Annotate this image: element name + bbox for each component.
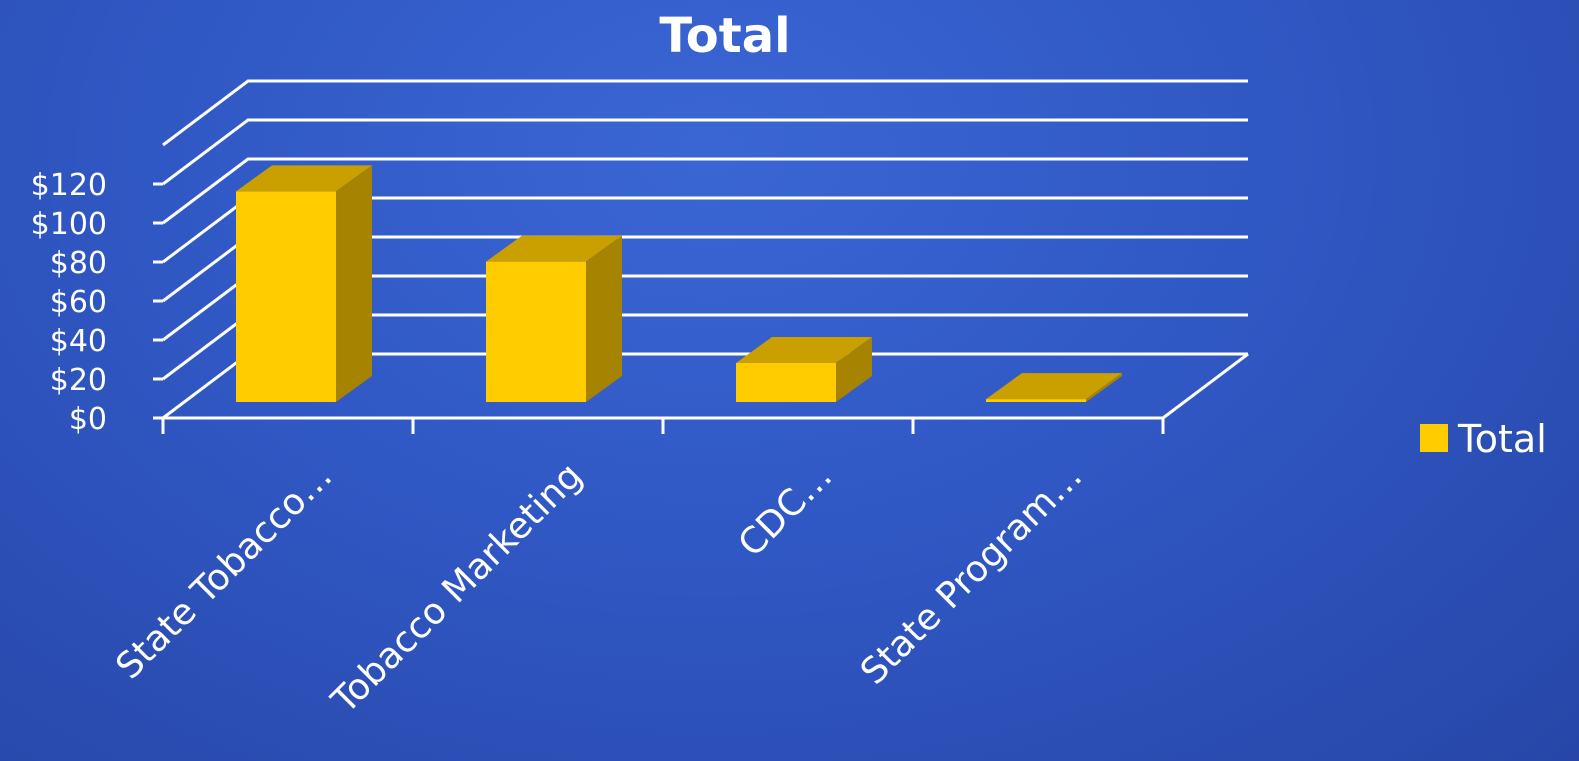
x-category-label: State Program…: [853, 455, 1090, 692]
floor-right-edge: [1162, 352, 1249, 420]
gridline: [162, 157, 1248, 225]
y-tick-label: $0: [69, 402, 107, 437]
bar-side-face: [336, 165, 372, 402]
x-category-label: State Tobacco…: [108, 455, 340, 687]
x-category-label: CDC…: [731, 455, 841, 565]
bar-front-face: [986, 399, 1086, 402]
x-category-label: Tobacco Marketing: [324, 455, 591, 722]
axes: [153, 182, 1249, 434]
bar-top-face: [486, 235, 622, 262]
x-tick-labels: State Tobacco…Tobacco Marketing CDC… State…: [108, 455, 1090, 722]
y-tick-label: $80: [50, 246, 107, 281]
bar: [986, 373, 1122, 402]
bar: [736, 337, 872, 402]
y-tick-label: $100: [31, 207, 107, 242]
bar-front-face: [486, 261, 586, 402]
bar-top-face: [986, 373, 1122, 400]
bar-top-face: [736, 337, 872, 363]
bar: [486, 235, 622, 402]
chart-title: Total: [659, 8, 790, 64]
y-tick-labels: $0 $20 $40 $60 $80 $100 $120: [31, 168, 107, 437]
y-tick-label: $20: [50, 363, 107, 398]
y-tick-label: $60: [50, 285, 107, 320]
gridline: [162, 118, 1248, 186]
bar: [236, 165, 372, 402]
bar-top-face: [236, 165, 372, 192]
bar-side-face: [586, 235, 622, 402]
legend: Total: [1420, 417, 1547, 461]
bars: [236, 165, 1122, 402]
y-tick-label: $120: [31, 168, 107, 203]
bar-side-face: [836, 337, 872, 402]
legend-swatch: [1420, 424, 1448, 452]
y-tick-label: $40: [50, 324, 107, 359]
gridline: [162, 79, 1248, 147]
legend-label: Total: [1457, 417, 1547, 461]
bar-front-face: [736, 363, 836, 402]
bar-front-face: [236, 191, 336, 402]
bar-side-face: [1086, 373, 1122, 402]
